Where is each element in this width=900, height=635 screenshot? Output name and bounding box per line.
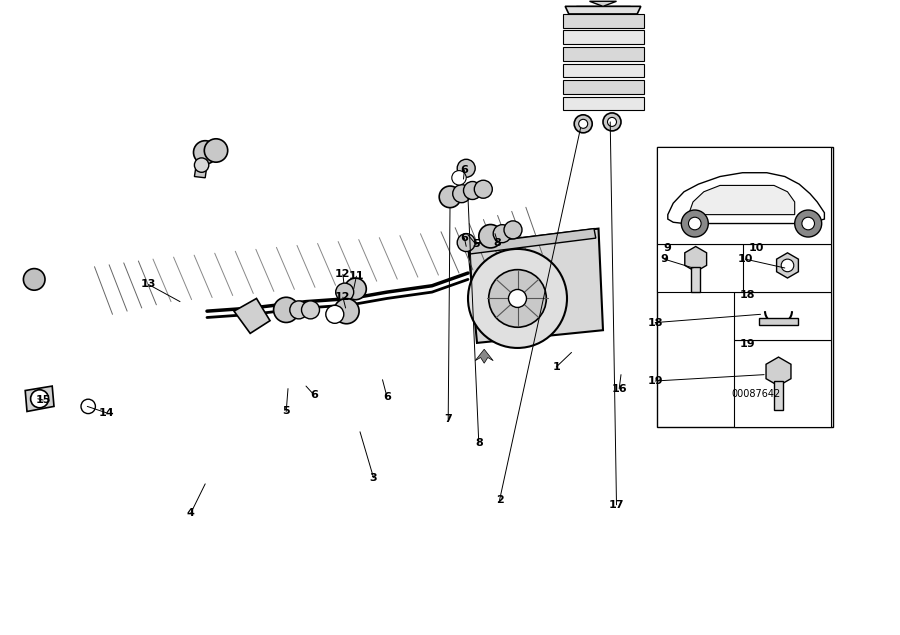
Circle shape [781,259,794,272]
Circle shape [302,301,319,319]
Polygon shape [194,165,207,178]
Polygon shape [565,6,641,14]
Circle shape [326,305,344,323]
Polygon shape [94,259,171,314]
Polygon shape [562,64,644,77]
Circle shape [474,180,492,198]
Circle shape [345,278,366,300]
Text: 8: 8 [494,237,501,248]
Text: 14: 14 [98,408,114,418]
Polygon shape [668,173,824,224]
Text: 2: 2 [496,495,503,505]
Circle shape [579,119,588,128]
Circle shape [508,290,526,307]
Circle shape [31,390,49,408]
Text: 1: 1 [553,362,560,372]
Circle shape [457,234,475,251]
Polygon shape [766,357,791,386]
Circle shape [802,217,814,230]
Circle shape [334,298,359,324]
Text: 10: 10 [749,243,764,253]
Text: 17: 17 [608,500,625,510]
Bar [657,147,832,427]
Circle shape [439,186,461,208]
Circle shape [274,297,299,323]
Text: 12: 12 [335,292,351,302]
Bar [657,244,831,292]
Circle shape [608,117,616,126]
Circle shape [479,225,502,248]
Circle shape [795,210,822,237]
Text: 6: 6 [383,392,391,402]
Circle shape [453,185,471,203]
Polygon shape [468,229,603,343]
Circle shape [688,217,701,230]
Polygon shape [153,232,459,302]
Polygon shape [562,47,644,61]
Text: 3: 3 [370,472,377,483]
Polygon shape [475,349,493,363]
Polygon shape [441,203,556,273]
Circle shape [468,249,567,348]
Text: 16: 16 [611,384,627,394]
Polygon shape [576,6,630,14]
Bar [691,267,700,292]
Text: 19: 19 [647,376,663,386]
Polygon shape [777,253,798,278]
Text: 18: 18 [647,318,663,328]
Circle shape [336,283,354,301]
Text: 6: 6 [461,165,468,175]
Text: 10: 10 [737,254,753,264]
Circle shape [290,301,308,319]
Bar [734,340,831,427]
Polygon shape [688,185,795,215]
Polygon shape [468,229,596,254]
Circle shape [493,225,511,243]
Text: 9: 9 [663,243,671,253]
Circle shape [574,115,592,133]
Circle shape [23,269,45,290]
Polygon shape [562,14,644,28]
Polygon shape [562,30,644,44]
Circle shape [681,210,708,237]
Circle shape [489,270,546,327]
Bar [657,147,831,244]
Circle shape [194,158,209,172]
Polygon shape [562,97,644,110]
Text: 4: 4 [187,508,194,518]
Polygon shape [590,1,616,6]
Polygon shape [25,386,54,411]
Bar [734,292,831,340]
Text: 5: 5 [472,239,480,250]
Text: 7: 7 [445,414,452,424]
Text: 19: 19 [740,339,755,349]
Circle shape [204,139,228,162]
Text: 00087642: 00087642 [732,389,780,399]
Circle shape [81,399,95,413]
Text: 13: 13 [140,279,157,290]
Circle shape [504,221,522,239]
Text: 5: 5 [283,406,290,417]
Text: 15: 15 [35,395,51,405]
Circle shape [452,171,466,185]
Text: 8: 8 [475,438,482,448]
Text: 12: 12 [335,269,351,279]
Text: 18: 18 [740,290,755,300]
Text: 9: 9 [661,254,668,264]
Bar [774,381,783,410]
Polygon shape [562,80,644,94]
Circle shape [194,141,217,164]
Circle shape [457,159,475,177]
Polygon shape [234,298,270,333]
Bar [759,318,798,325]
Polygon shape [685,246,706,272]
Text: 6: 6 [310,390,318,400]
Circle shape [603,113,621,131]
Text: 6: 6 [461,233,468,243]
Circle shape [464,182,482,199]
Text: 11: 11 [348,271,364,281]
